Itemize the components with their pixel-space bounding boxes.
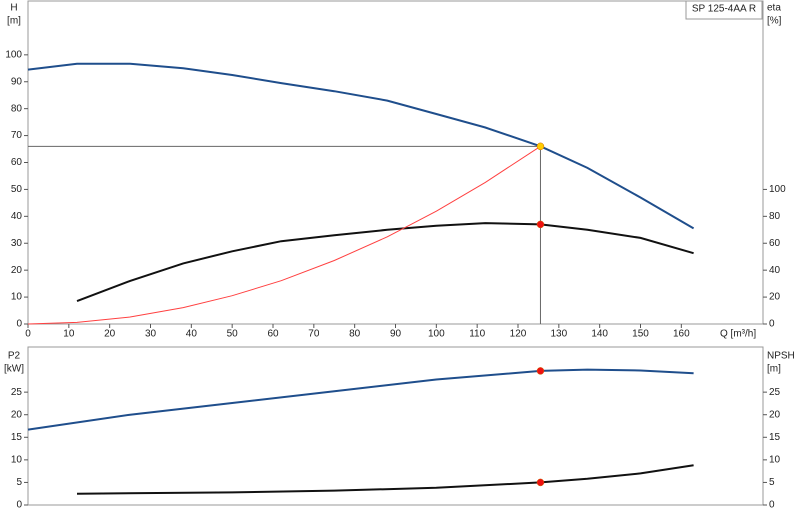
chart-title: SP 125-4AA R — [692, 4, 756, 15]
x-tick-label: 30 — [145, 329, 157, 340]
y-tick-label: 30 — [11, 238, 23, 249]
x-tick-label: 160 — [673, 329, 690, 340]
x-tick-label: 80 — [349, 329, 361, 340]
curve — [76, 222, 694, 303]
y-axis-unit: [m] — [7, 16, 21, 27]
x-tick-label: 110 — [469, 329, 485, 340]
x-tick-label: 60 — [267, 329, 279, 340]
y-tick-label: 70 — [11, 130, 23, 141]
y2-tick-label: 25 — [769, 387, 781, 398]
curve — [27, 368, 694, 431]
x-axis-label: Q [m³/h] — [720, 329, 756, 340]
plot-frame — [27, 0, 764, 325]
curve — [27, 145, 541, 325]
y2-tick-label: 20 — [769, 409, 781, 420]
y2-axis-label: eta — [767, 3, 781, 14]
y-tick-label: 20 — [11, 265, 23, 276]
y-tick-label: 50 — [11, 184, 23, 195]
y-tick-label: 10 — [11, 454, 23, 465]
y-tick-label: 10 — [11, 292, 23, 303]
x-tick-label: 120 — [510, 329, 527, 340]
y2-axis-label: NPSH — [767, 351, 795, 362]
x-tick-label: 0 — [25, 329, 31, 340]
y2-tick-label: 40 — [769, 265, 781, 276]
y2-tick-label: 0 — [769, 500, 775, 511]
duty-point — [536, 142, 545, 151]
y-axis-unit: [kW] — [4, 364, 24, 375]
plot-frame — [27, 346, 764, 506]
x-tick-label: 50 — [227, 329, 239, 340]
y2-axis-unit: [m] — [767, 364, 781, 375]
y-tick-label: 25 — [11, 387, 23, 398]
duty-point — [536, 220, 545, 229]
x-tick-label: 70 — [308, 329, 320, 340]
x-tick-label: 130 — [550, 329, 567, 340]
x-tick-label: 40 — [186, 329, 198, 340]
y2-tick-label: 100 — [769, 184, 786, 195]
x-tick-label: 100 — [428, 329, 445, 340]
curve — [76, 464, 694, 495]
y-tick-label: 60 — [11, 157, 23, 168]
x-tick-label: 150 — [632, 329, 649, 340]
duty-point — [536, 367, 545, 375]
y-axis-label: P2 — [8, 351, 21, 362]
y2-tick-label: 5 — [769, 477, 775, 488]
y2-tick-label: 10 — [769, 454, 781, 465]
x-tick-label: 20 — [104, 329, 116, 340]
y2-tick-label: 20 — [769, 292, 781, 303]
y-tick-label: 100 — [5, 49, 22, 60]
title-box — [685, 0, 763, 20]
y-tick-label: 0 — [16, 500, 22, 511]
duty-point — [536, 478, 545, 487]
y2-tick-label: 15 — [769, 432, 781, 443]
y-tick-label: 80 — [11, 103, 23, 114]
y-tick-label: 5 — [16, 477, 22, 488]
y-tick-label: 40 — [11, 211, 23, 222]
y-tick-label: 20 — [11, 409, 23, 420]
y-tick-label: 90 — [11, 76, 23, 87]
y2-tick-label: 0 — [769, 319, 775, 330]
y2-axis-unit: [%] — [767, 16, 782, 27]
x-tick-label: 140 — [591, 329, 608, 340]
y-axis-label: H — [10, 3, 17, 14]
y2-tick-label: 60 — [769, 238, 781, 249]
x-tick-label: 10 — [63, 329, 75, 340]
y-tick-label: 15 — [11, 432, 23, 443]
y-tick-label: 0 — [16, 319, 22, 330]
y2-tick-label: 80 — [769, 211, 781, 222]
curve — [27, 62, 695, 230]
x-tick-label: 90 — [390, 329, 402, 340]
